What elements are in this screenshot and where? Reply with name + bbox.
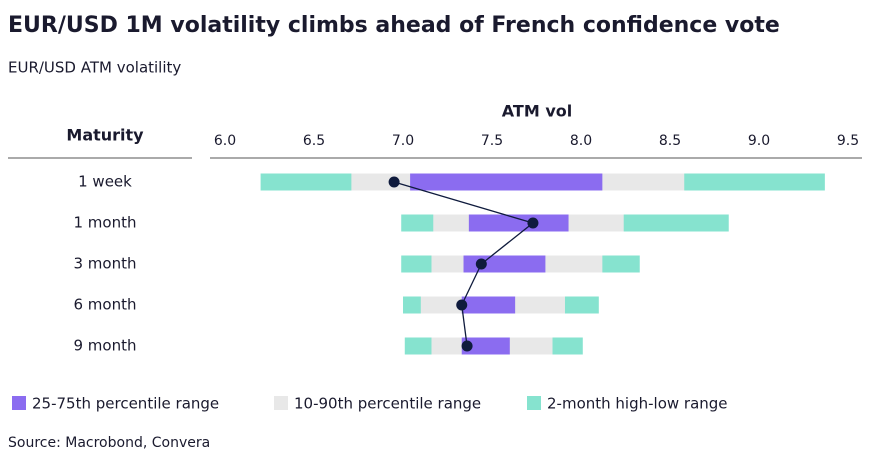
- x-axis-title: ATM vol: [502, 102, 572, 121]
- range-bar: [468, 214, 569, 232]
- category-label: 6 month: [74, 296, 137, 314]
- x-tick-label: 8.5: [659, 133, 681, 149]
- current-dot: [475, 258, 487, 270]
- current-dot: [456, 299, 468, 311]
- legend-swatch: [12, 396, 26, 410]
- legend-label: 10-90th percentile range: [294, 395, 481, 413]
- source: Source: Macrobond, Convera: [8, 435, 210, 451]
- category-label: 3 month: [74, 255, 137, 273]
- x-tick-label: 8.0: [570, 133, 592, 149]
- x-tick-label: 6.5: [303, 133, 325, 149]
- range-bar: [461, 296, 516, 314]
- x-tick-label: 7.5: [481, 133, 503, 149]
- current-dot: [388, 176, 400, 188]
- legend-label: 25-75th percentile range: [32, 395, 219, 413]
- legend-label: 2-month high-low range: [547, 395, 728, 413]
- legend-swatch: [527, 396, 541, 410]
- current-dot: [461, 340, 473, 352]
- x-tick-label: 7.0: [392, 133, 414, 149]
- range-bar: [461, 337, 510, 355]
- legend-swatch: [274, 396, 288, 410]
- range-bar: [410, 173, 603, 191]
- x-tick-label: 6.0: [214, 133, 236, 149]
- x-tick-label: 9.0: [748, 133, 770, 149]
- category-label: 1 week: [78, 173, 132, 191]
- chart-subtitle: EUR/USD ATM volatility: [8, 59, 181, 77]
- category-label: 1 month: [74, 214, 137, 232]
- range-bar: [463, 255, 546, 273]
- current-dot: [527, 217, 539, 229]
- x-tick-label: 9.5: [837, 133, 859, 149]
- category-header: Maturity: [66, 126, 144, 145]
- category-label: 9 month: [74, 337, 137, 355]
- chart-title: EUR/USD 1M volatility climbs ahead of Fr…: [8, 13, 780, 38]
